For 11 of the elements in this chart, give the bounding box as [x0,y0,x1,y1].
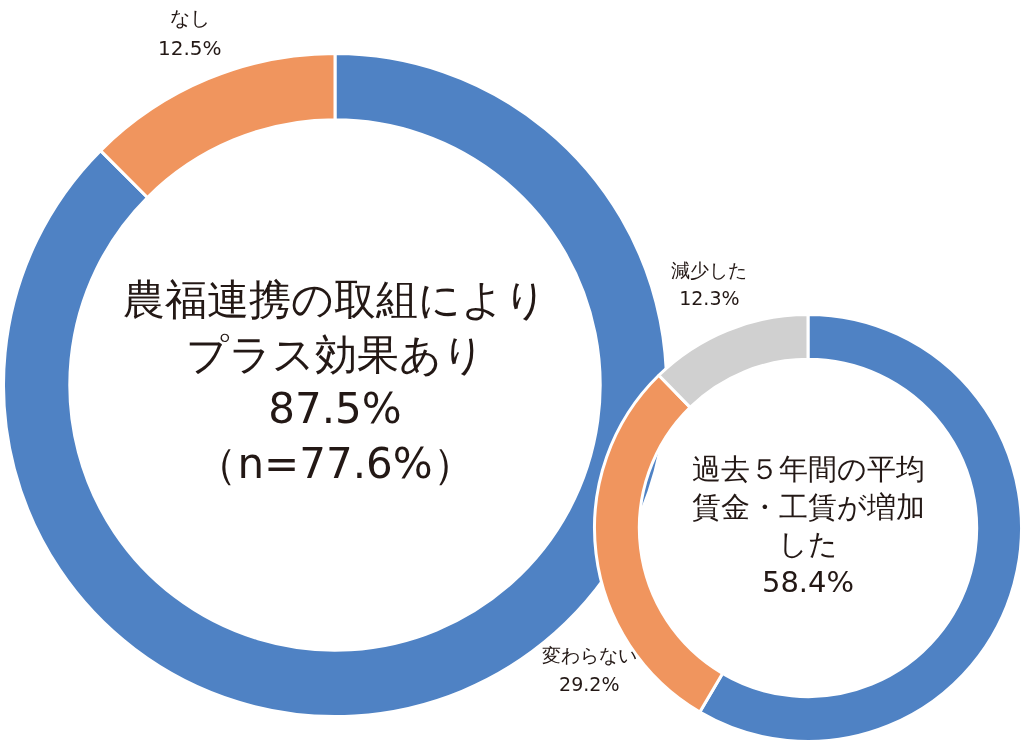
data-label: 29.2% [559,672,620,695]
data-label: 12.5% [158,35,222,60]
slice-label: なし [169,5,210,30]
data-label: 58.4% [761,565,855,600]
slice-label: 変わらない [541,644,637,667]
data-label: 12.3% [679,287,740,310]
slice-label: 過去５年間の平均賃金・工賃が増加した [691,451,925,562]
slice-label: 減少した [671,258,748,281]
slice-label: 農福連携の取組によりプラス効果あり [123,275,547,379]
data-label: 87.5% [268,384,402,434]
text: （n=77.6%） [195,438,475,488]
